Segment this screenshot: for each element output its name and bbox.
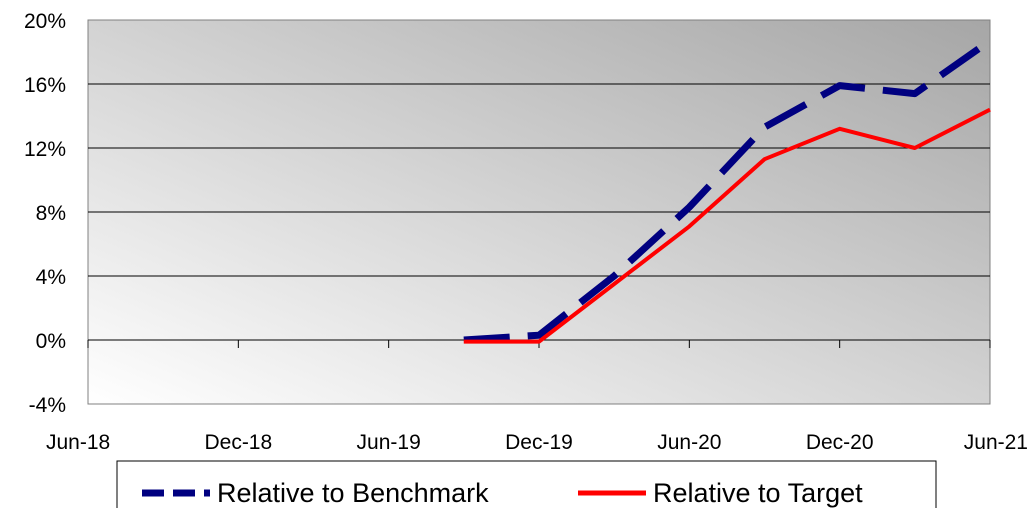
y-tick-label: 16% (24, 74, 66, 97)
x-tick-label: Dec-18 (204, 431, 272, 454)
x-tick-label: Jun-18 (46, 431, 110, 454)
legend-box (116, 460, 937, 508)
series-lines (463, 37, 993, 344)
y-tick-label: 4% (36, 266, 66, 289)
y-tick-label: 12% (24, 138, 66, 161)
x-axis-tick-labels: Jun-18 Dec-18 Jun-19 Dec-19 Jun-20 Dec-20 Jun-… (46, 431, 1028, 454)
y-tick-label: 20% (24, 10, 66, 33)
legend-label-benchmark: Relative to Benchmark (217, 478, 489, 508)
x-tick-label: Jun-20 (657, 431, 721, 454)
y-tick-label: 0% (36, 330, 66, 353)
legend-label-target: Relative to Target (653, 478, 863, 508)
x-tick-label: Jun-19 (357, 431, 421, 454)
series-line-target (463, 107, 991, 344)
x-tick-label: Dec-19 (505, 431, 573, 454)
x-tick-label: Dec-20 (806, 431, 874, 454)
legend: Relative to Benchmark Relative to Target (116, 460, 937, 508)
x-tick-label: Jun-21 (964, 431, 1028, 454)
series-line-benchmark (463, 37, 993, 344)
y-axis-tick-labels: 20% 16% 12% 8% 4% 0% -4% (24, 10, 66, 417)
y-tick-label: 8% (36, 202, 66, 225)
y-tick-label: -4% (29, 394, 66, 417)
